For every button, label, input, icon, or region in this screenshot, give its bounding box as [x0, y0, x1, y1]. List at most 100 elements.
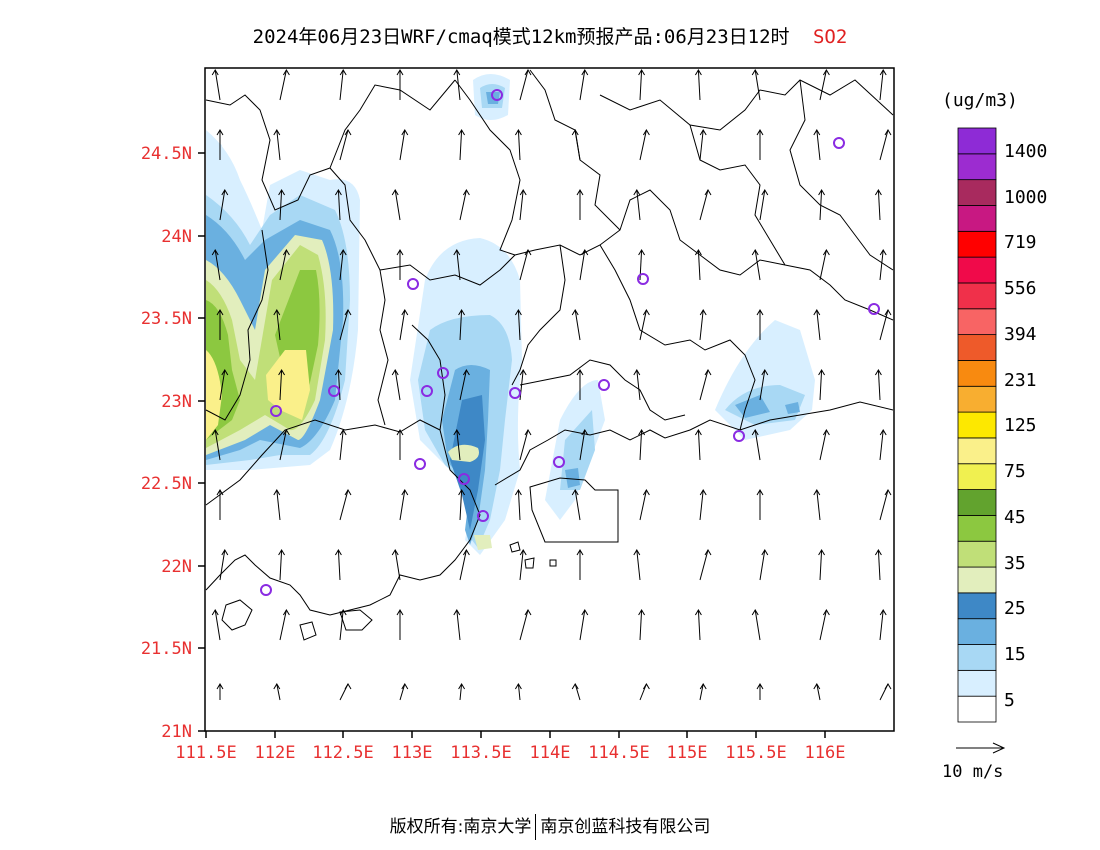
fill-west-band-75 — [206, 350, 310, 440]
wind-vector-head — [818, 369, 826, 376]
wind-vector-head — [571, 683, 579, 690]
wind-vector-head — [221, 369, 229, 376]
colorbar-swatch — [957, 308, 997, 336]
wind-vector-head — [571, 489, 579, 496]
wind-vector-head — [633, 189, 641, 196]
wind-vector-head — [216, 129, 224, 136]
wind-vector — [339, 69, 344, 101]
wind-vector-head — [458, 683, 466, 690]
wind-vector-head — [642, 129, 650, 136]
colorbar-swatch — [957, 695, 997, 723]
wind-vector — [699, 549, 709, 581]
wind-vector-head — [282, 69, 290, 76]
wind-vector-head — [874, 369, 882, 376]
colorbar-swatch — [957, 514, 997, 542]
station-marker — [407, 278, 419, 290]
wind-vector-head — [221, 549, 229, 556]
wind-vector — [574, 309, 581, 341]
wind-vector — [399, 683, 406, 701]
colorbar-swatch — [957, 618, 997, 645]
copyright-footer: 版权所有:南京大学 南京创蓝科技有限公司 — [0, 812, 1100, 840]
wind-vector-head — [879, 429, 887, 436]
wind-vector-head — [884, 309, 892, 316]
prov-border-10 — [689, 124, 786, 266]
wind-vector-head — [884, 683, 892, 690]
wind-vector-head — [216, 489, 224, 496]
wind-vector — [697, 609, 701, 641]
wind-vector-head — [813, 309, 821, 316]
boundary-lines — [205, 69, 894, 641]
wind-vector-head — [694, 429, 702, 436]
wind-vector-head — [514, 309, 522, 316]
fill-left-edge — [206, 135, 222, 172]
wind-vector-head — [211, 69, 219, 76]
fill-prd-south — [474, 535, 492, 550]
colorbar-swatch — [957, 644, 997, 671]
wind-vector-head — [396, 609, 404, 616]
prov-border-3 — [511, 244, 566, 386]
wind-vector — [759, 549, 766, 581]
wind-vector-head — [344, 683, 352, 690]
wind-vector — [519, 69, 529, 101]
wind-vector-head — [699, 309, 707, 316]
lon-label-113: 113E — [392, 743, 433, 763]
wind-vector-head — [396, 69, 404, 76]
wind-vector-head — [874, 549, 882, 556]
wind-vector — [394, 189, 401, 221]
wind-vector-head — [524, 249, 532, 256]
wind-vector — [279, 549, 283, 581]
colorbar-label: 394 — [1004, 324, 1037, 345]
wind-vector — [219, 549, 226, 581]
wind-vector-head — [638, 249, 646, 256]
wind-vector — [394, 369, 401, 401]
wind-vector-head — [813, 489, 821, 496]
wind-vector — [819, 249, 827, 281]
wind-vector-head — [273, 129, 281, 136]
wind-vector — [879, 609, 884, 641]
wind-vector-head — [638, 609, 646, 616]
wind-vector-head — [699, 683, 707, 690]
wind-vector-head — [458, 129, 466, 136]
wind-vector-head — [396, 429, 404, 436]
wind-vector-head — [221, 189, 229, 196]
wind-vector — [276, 129, 281, 161]
colorbar-swatch — [957, 463, 997, 490]
wind-vector — [519, 609, 529, 641]
wind-vector-head — [401, 309, 409, 316]
wind-vector-head — [879, 249, 887, 256]
wind-vector — [459, 683, 463, 701]
wind-vector — [339, 489, 349, 521]
wind-vector-head — [879, 609, 887, 616]
lat-label-24: 24N — [161, 227, 192, 247]
colorbar-swatch — [957, 566, 997, 594]
footer-right: 南京创蓝科技有限公司 — [540, 817, 711, 837]
wind-vector-head — [334, 189, 342, 196]
wind-vector — [339, 309, 349, 341]
wind-vector — [639, 69, 643, 101]
wind-vector — [574, 129, 581, 161]
wind-vector-head — [334, 549, 342, 556]
wind-vector-head — [818, 549, 826, 556]
wind-vector — [519, 429, 529, 461]
wind-vector — [517, 489, 521, 521]
island-1 — [221, 599, 253, 631]
colorbar-label: 556 — [1004, 278, 1037, 299]
fill-prd-hot — [448, 444, 479, 462]
fill-west-band-55 — [206, 270, 320, 440]
wind-vector — [279, 429, 287, 461]
wind-vector-head — [761, 189, 769, 196]
station-marker — [458, 473, 470, 485]
wind-vector — [877, 369, 881, 401]
wind-vector — [219, 369, 226, 401]
wind-vector-head — [401, 129, 409, 136]
lat-ticks — [198, 152, 205, 732]
wind-vector — [699, 683, 704, 701]
wind-vector-head — [581, 249, 589, 256]
map-axes: 24.5N 24N 23.5N 23N 22.5N 22N 21.5N 21N … — [141, 144, 846, 763]
wind-vector — [699, 129, 704, 161]
wind-vector-head — [576, 369, 584, 376]
prov-border-11 — [789, 79, 894, 271]
lat-label-21-5: 21.5N — [141, 639, 192, 659]
wind-vector-head — [751, 249, 759, 256]
wind-vector-head — [581, 609, 589, 616]
